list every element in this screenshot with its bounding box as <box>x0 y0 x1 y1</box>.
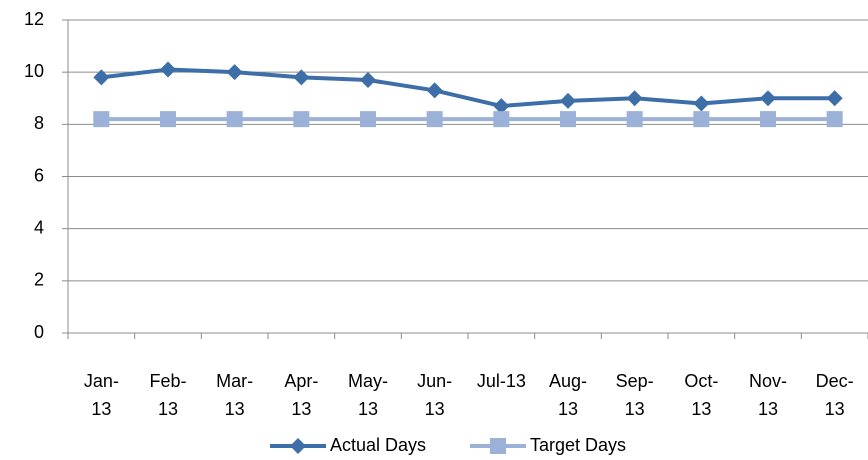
data-point <box>293 111 310 128</box>
data-point <box>226 64 243 81</box>
data-point <box>560 111 576 128</box>
data-point <box>493 111 510 128</box>
y-tick-label: 10 <box>24 61 44 81</box>
y-tick-label: 0 <box>34 322 44 342</box>
x-tick-label: Mar-13 <box>216 371 253 419</box>
x-tick-label: Apr-13 <box>284 371 318 419</box>
y-tick-label: 4 <box>34 217 44 237</box>
x-tick-label: Aug-13 <box>549 371 587 419</box>
data-point <box>160 111 176 128</box>
legend-marker <box>490 438 506 454</box>
data-point <box>493 98 510 115</box>
y-tick-label: 8 <box>34 113 44 133</box>
data-point <box>426 82 443 99</box>
legend-label: Target Days <box>530 435 626 455</box>
data-point <box>760 90 776 107</box>
legend-marker <box>290 438 306 454</box>
data-point <box>693 95 710 112</box>
x-tick-label: Dec-13 <box>816 371 854 419</box>
x-tick-label: Nov-13 <box>749 371 787 419</box>
x-tick-label: Feb-13 <box>149 371 186 419</box>
series-line <box>101 67 835 109</box>
data-point <box>560 92 576 109</box>
data-point <box>293 69 310 86</box>
data-point <box>160 61 176 78</box>
y-tick-label: 2 <box>34 270 44 290</box>
y-tick-label: 6 <box>34 165 44 185</box>
data-point <box>93 69 110 86</box>
x-tick-label: May-13 <box>348 371 388 419</box>
data-point <box>360 71 376 88</box>
data-point <box>426 111 443 128</box>
data-point <box>626 111 643 128</box>
x-tick-label: Jun-13 <box>417 371 452 419</box>
x-tick-label: Jan-13 <box>84 371 119 419</box>
data-point <box>226 111 243 128</box>
data-point <box>360 111 376 128</box>
x-tick-label: Oct-13 <box>684 371 718 419</box>
data-point <box>826 90 843 107</box>
data-point <box>693 111 710 128</box>
data-point <box>93 111 110 128</box>
data-point <box>826 111 843 128</box>
data-point <box>626 90 643 107</box>
data-point <box>760 111 776 128</box>
y-tick-label: 12 <box>24 9 44 29</box>
x-tick-label: Jul-13 <box>477 371 526 391</box>
x-tick-label: Sep-13 <box>616 371 654 419</box>
legend-label: Actual Days <box>330 435 426 455</box>
